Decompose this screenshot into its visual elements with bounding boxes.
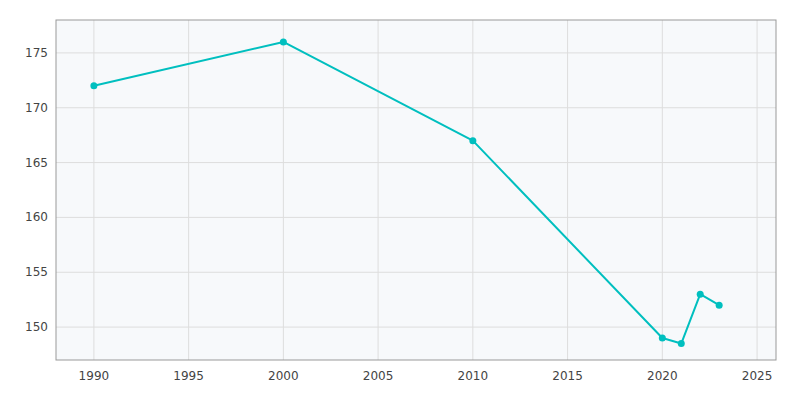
grid [56,20,776,360]
grid-line-y [56,327,776,328]
y-tick-label: 170 [25,101,48,115]
x-tick-label: 2025 [742,369,773,383]
chart-container: 1990 1995 2000 2005 2010 2015 2020 2025 150 155 16… [0,0,800,400]
line [94,42,719,344]
grid-line-x [188,20,189,360]
y-tick-label: 155 [25,265,48,279]
x-tick-label: 2020 [647,369,678,383]
point [90,82,97,89]
x-tick-label: 1990 [79,369,110,383]
point [716,302,723,309]
grid-line-y [56,217,776,218]
grid-line-x [662,20,663,360]
grid-line-x [757,20,758,360]
x-tick-label: 2000 [268,369,299,383]
grid-line-y [56,52,776,53]
grid-line-y [56,272,776,273]
series [90,38,722,347]
grid-line-x [567,20,568,360]
grid-line-x [472,20,473,360]
y-tick-label: 165 [25,156,48,170]
plot-background [56,20,776,360]
point [697,291,704,298]
grid-line-x [283,20,284,360]
point [678,340,685,347]
x-tick-label: 2005 [363,369,394,383]
point [280,38,287,45]
grid-line-y [56,107,776,108]
grid-line-y [56,162,776,163]
grid-line-x [93,20,94,360]
x-tick-label: 2015 [552,369,583,383]
tick-labels: 1990 1995 2000 2005 2010 2015 2020 2025 150 155 16… [25,46,772,383]
y-tick-label: 175 [25,46,48,60]
x-tick-label: 2010 [458,369,489,383]
plot-frame [56,20,776,360]
point [659,335,666,342]
y-tick-label: 150 [25,320,48,334]
grid-line-x [378,20,379,360]
x-tick-label: 1995 [173,369,204,383]
point [469,137,476,144]
chart: 1990 1995 2000 2005 2010 2015 2020 2025 150 155 16… [0,0,800,400]
y-tick-label: 160 [25,210,48,224]
